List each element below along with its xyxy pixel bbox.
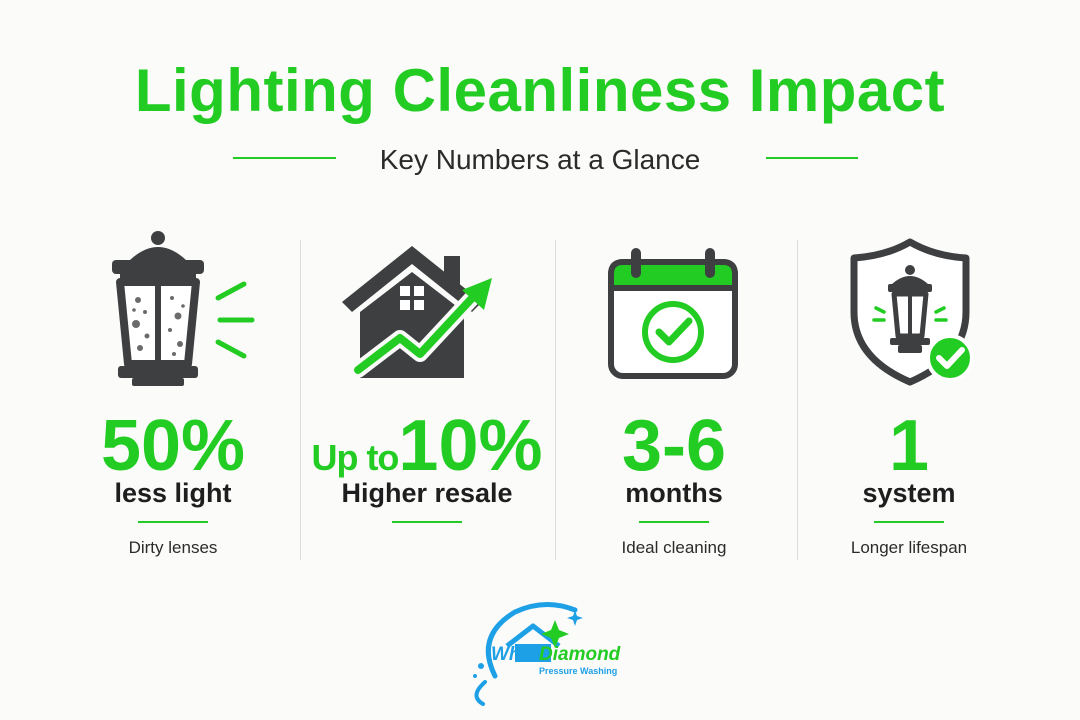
stat-card-higher-resale: Up to10% Higher resale [302, 220, 552, 580]
logo-name-part1: White [491, 644, 543, 665]
stat-underline [639, 521, 709, 523]
stat-value: 3-6 [621, 406, 727, 486]
logo-tagline: Pressure Washing [539, 666, 617, 676]
stat-label: system [862, 478, 956, 508]
stat-card-less-light: 50% less light Dirty lenses [48, 220, 298, 580]
stat-value: 1 [888, 406, 930, 486]
shield-lantern-icon [784, 220, 1034, 390]
stat-underline [874, 521, 944, 523]
stat-card-system: 1 system Longer lifespan [784, 220, 1034, 580]
stat-value: Up to10% [302, 406, 552, 498]
page-title: Lighting Cleanliness Impact [134, 57, 946, 124]
subtitle-right-rule [766, 157, 858, 159]
house-growth-icon [302, 220, 552, 390]
subtitle-left-rule [233, 157, 336, 159]
column-divider [300, 240, 301, 560]
column-divider [555, 240, 556, 560]
calendar-check-icon [549, 220, 799, 390]
stat-underline [392, 521, 462, 523]
column-divider [797, 240, 798, 560]
stat-value-number: 10% [398, 406, 543, 486]
dirty-lantern-icon [48, 220, 298, 390]
stat-underline [138, 521, 208, 523]
logo-name-part2: Diamond [539, 644, 621, 665]
stat-value: 50% [100, 406, 246, 486]
stat-label: less light [114, 478, 232, 508]
stat-card-months: 3-6 months Ideal cleaning [549, 220, 799, 580]
stat-label: Higher resale [341, 478, 513, 508]
stat-note: Dirty lenses [128, 538, 218, 557]
page-subtitle: Key Numbers at a Glance [379, 144, 701, 175]
subtitle-row: Key Numbers at a Glance [0, 140, 1080, 180]
white-diamond-logo-icon: White Diamond Pressure Washing [455, 596, 635, 708]
stat-note: Longer lifespan [850, 538, 968, 557]
stat-label: months [625, 478, 723, 508]
stat-note: Ideal cleaning [621, 538, 727, 557]
stat-value-prefix: Up to [311, 437, 399, 478]
